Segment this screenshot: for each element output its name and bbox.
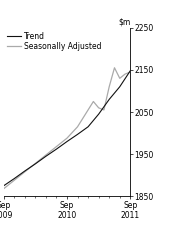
Text: $m: $m xyxy=(118,17,130,26)
Legend: Trend, Seasonally Adjusted: Trend, Seasonally Adjusted xyxy=(7,32,102,51)
